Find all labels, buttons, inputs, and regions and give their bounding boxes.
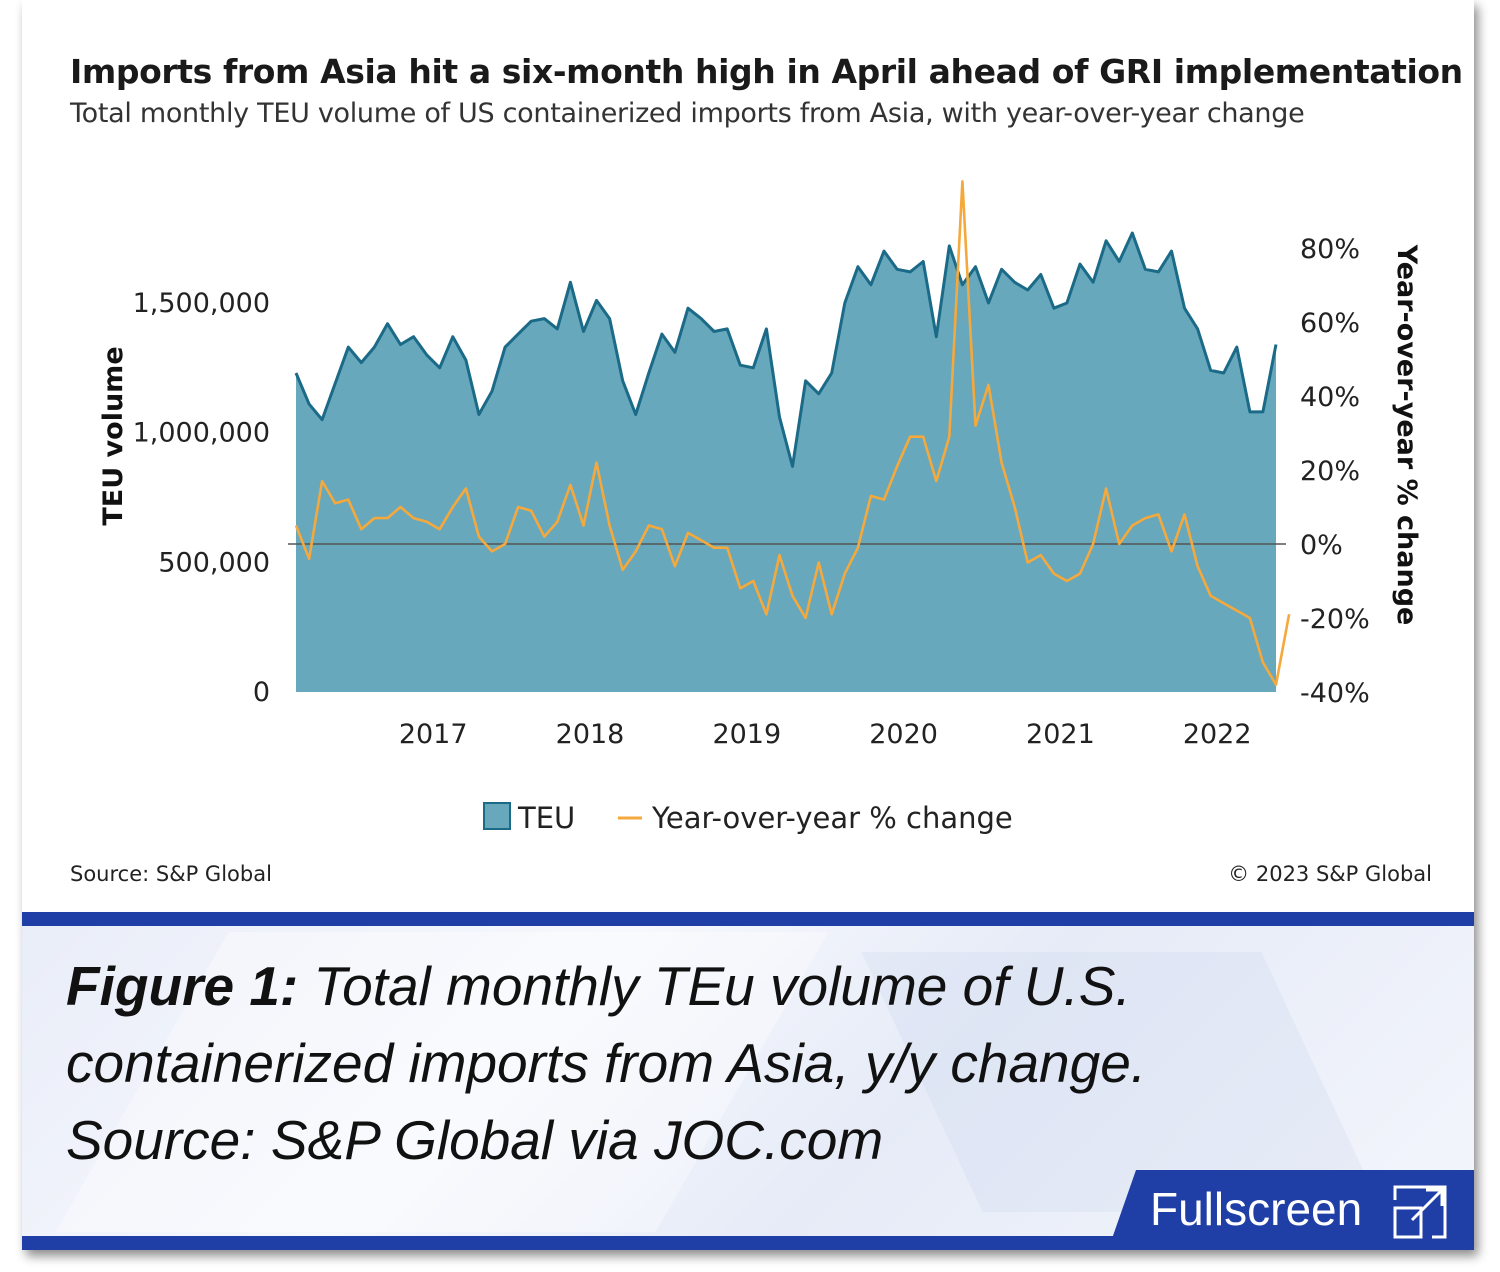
yoy-line (294, 180, 1291, 686)
teu-area (296, 233, 1276, 692)
x-tick-label: 2021 (1026, 719, 1095, 750)
y-right-tick-label: -20% (1300, 604, 1370, 635)
fullscreen-label: Fullscreen (1150, 1183, 1363, 1235)
caption-panel: Figure 1: Total monthly TEu volume of U.… (22, 912, 1474, 1250)
copyright-note: © 2023 S&P Global (1228, 862, 1432, 886)
fullscreen-icon (1393, 1185, 1447, 1239)
x-tick-label: 2017 (399, 719, 468, 750)
teu-line (294, 231, 1278, 468)
y-left-tick-label: 1,500,000 (133, 288, 270, 319)
chart-subtitle: Total monthly TEU volume of US container… (70, 98, 1305, 129)
y-left-axis-label: TEU volume (98, 346, 129, 525)
legend-teu-swatch (483, 802, 511, 830)
y-right-axis-label: Year-over-year % change (1391, 244, 1422, 626)
caption-line-3: Source: S&P Global via JOC.com (66, 1109, 884, 1171)
source-note: Source: S&P Global (70, 862, 272, 886)
x-tick-label: 2018 (556, 719, 625, 750)
y-left-tick-label: 500,000 (158, 547, 270, 578)
fullscreen-button[interactable]: Fullscreen (1108, 1170, 1474, 1250)
legend: TEU Year-over-year % change (483, 801, 1013, 835)
legend-yoy-label: Year-over-year % change (651, 801, 1013, 835)
y-left-tick-label: 1,000,000 (133, 418, 270, 449)
figure-label: Figure 1: (66, 955, 299, 1017)
chart: 0 500,000 1,000,000 1,500,000 -40% -20% 0% 20%… (98, 180, 1422, 835)
caption-line-2: containerized imports from Asia, y/y cha… (66, 1032, 1147, 1094)
x-tick-label: 2022 (1183, 719, 1252, 750)
legend-teu-label: TEU (517, 801, 575, 835)
figure-caption: Figure 1: Total monthly TEu volume of U.… (66, 948, 1446, 1179)
y-right-tick-label: 60% (1300, 308, 1360, 339)
x-tick-label: 2019 (712, 719, 781, 750)
caption-line-1: Total monthly TEu volume of U.S. (313, 955, 1131, 1017)
y-right-tick-label: 40% (1300, 382, 1360, 413)
chart-title: Imports from Asia hit a six-month high i… (70, 52, 1463, 91)
y-left-tick-label: 0 (253, 677, 270, 708)
y-right-tick-label: 0% (1300, 530, 1343, 561)
figure-card: Imports from Asia hit a six-month high i… (22, 0, 1474, 1250)
y-right-tick-label: 20% (1300, 456, 1360, 487)
y-right-tick-label: -40% (1300, 678, 1370, 709)
x-tick-label: 2020 (869, 719, 938, 750)
y-right-tick-label: 80% (1300, 234, 1360, 265)
